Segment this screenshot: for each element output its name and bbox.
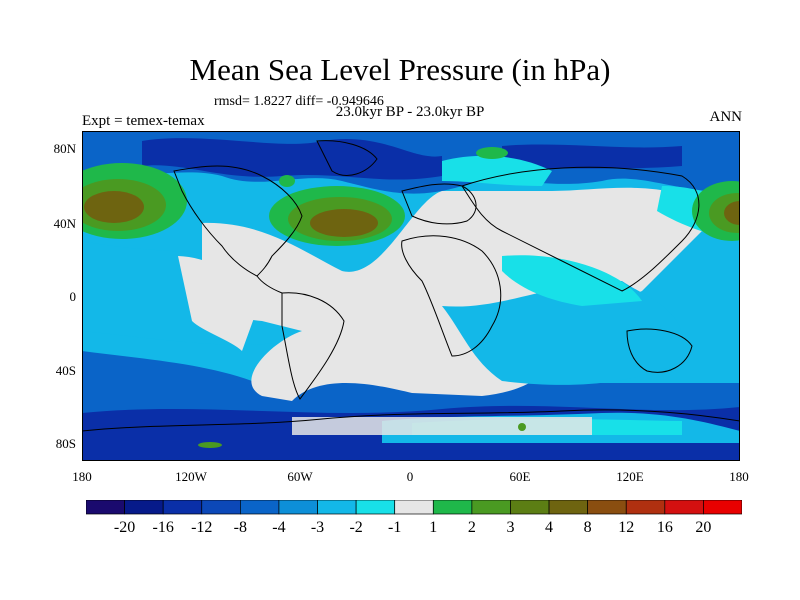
greenland-green	[476, 147, 508, 159]
pacific-high-west-core	[84, 191, 144, 223]
lon-label-120w: 120W	[175, 469, 207, 484]
colorbar-label: -16	[152, 519, 174, 536]
colorbar-label: -3	[310, 519, 325, 536]
lon-label-60w: 60W	[287, 469, 313, 484]
colorbar-label: 12	[618, 519, 635, 536]
colorbar-label: 16	[656, 519, 673, 536]
colorbar-box	[86, 500, 125, 515]
coast-africa	[401, 235, 502, 357]
arctic-light	[442, 155, 552, 186]
map-frame	[82, 131, 740, 461]
colorbar-box	[124, 500, 164, 515]
colorbar-box	[471, 500, 511, 515]
colorbar-box	[548, 500, 588, 515]
colorbar-box	[625, 500, 666, 515]
colorbar-box	[317, 500, 357, 515]
colorbar-box	[201, 500, 241, 515]
south-pacific-mid	[82, 351, 252, 393]
antarctic-strip	[292, 417, 592, 435]
colorbar-box	[278, 500, 318, 515]
colorbar-box	[394, 500, 434, 515]
colorbar-label: -20	[113, 519, 136, 536]
colorbar-label: -1	[388, 519, 402, 536]
colorbar-label: -2	[349, 519, 363, 536]
coast-central-america	[256, 275, 283, 294]
colorbar-label: 4	[545, 519, 554, 536]
lon-label-180e: 180	[729, 469, 749, 484]
colorbar-label: -4	[272, 519, 286, 536]
experiment-text: Expt = temex-temax	[82, 113, 205, 129]
colorbar-box	[240, 500, 280, 515]
neutral-field	[199, 187, 722, 401]
lon-label-180w: 180	[72, 469, 92, 484]
lon-label-120e: 120E	[616, 469, 644, 484]
pacific-high-east-core	[724, 201, 740, 225]
coast-europe	[401, 183, 477, 225]
colorbar-label: 2	[467, 519, 476, 536]
season-text: ANN	[709, 109, 743, 125]
colorbar-label: 3	[506, 519, 515, 536]
lon-label-0: 0	[406, 469, 414, 484]
colorbar-box	[703, 500, 742, 515]
lat-label-40n: 40N	[53, 216, 76, 231]
canada-green	[279, 175, 295, 187]
colorbar-box	[587, 500, 627, 515]
antarctic-green	[198, 442, 222, 448]
coast-antarctica	[82, 409, 740, 432]
atlantic-high-core	[310, 209, 378, 237]
lat-label-80n: 80N	[53, 141, 76, 156]
chart-title: Mean Sea Level Pressure (in hPa)	[189, 52, 611, 87]
neutral-east-pacific	[178, 256, 262, 351]
colorbar-box	[510, 500, 550, 515]
colorbar-box	[432, 500, 473, 515]
coast-australia	[626, 328, 693, 373]
colorbar-label: 8	[583, 519, 592, 536]
coast-greenland	[316, 140, 378, 176]
pressure-map	[82, 131, 740, 461]
colorbar-label: 20	[695, 519, 712, 536]
colorbar-box	[162, 500, 203, 515]
colorbar-label: 1	[429, 519, 438, 536]
period-text: 23.0kyr BP - 23.0kyr BP	[335, 104, 485, 120]
colorbar	[86, 500, 742, 515]
coast-asia	[461, 166, 700, 292]
antarctic-green-2	[518, 423, 526, 431]
colorbar-box	[664, 500, 704, 515]
coast-north-america	[173, 165, 303, 277]
lat-label-0: 0	[69, 289, 77, 304]
colorbar-label: -12	[191, 519, 213, 536]
lon-label-60e: 60E	[509, 469, 531, 484]
lat-label-80s: 80S	[55, 436, 76, 451]
coast-south-america	[281, 292, 345, 400]
colorbar-label: -8	[233, 519, 247, 536]
lat-label-40s: 40S	[55, 363, 76, 378]
stats-text: rmsd= 1.8227 diff= -0.949646	[214, 94, 384, 109]
colorbar-box	[355, 500, 396, 515]
arctic-deep-2	[502, 144, 682, 171]
coastlines	[82, 140, 740, 432]
indian-ocean-cyan	[442, 281, 684, 385]
indian-ocean-light	[502, 255, 642, 306]
